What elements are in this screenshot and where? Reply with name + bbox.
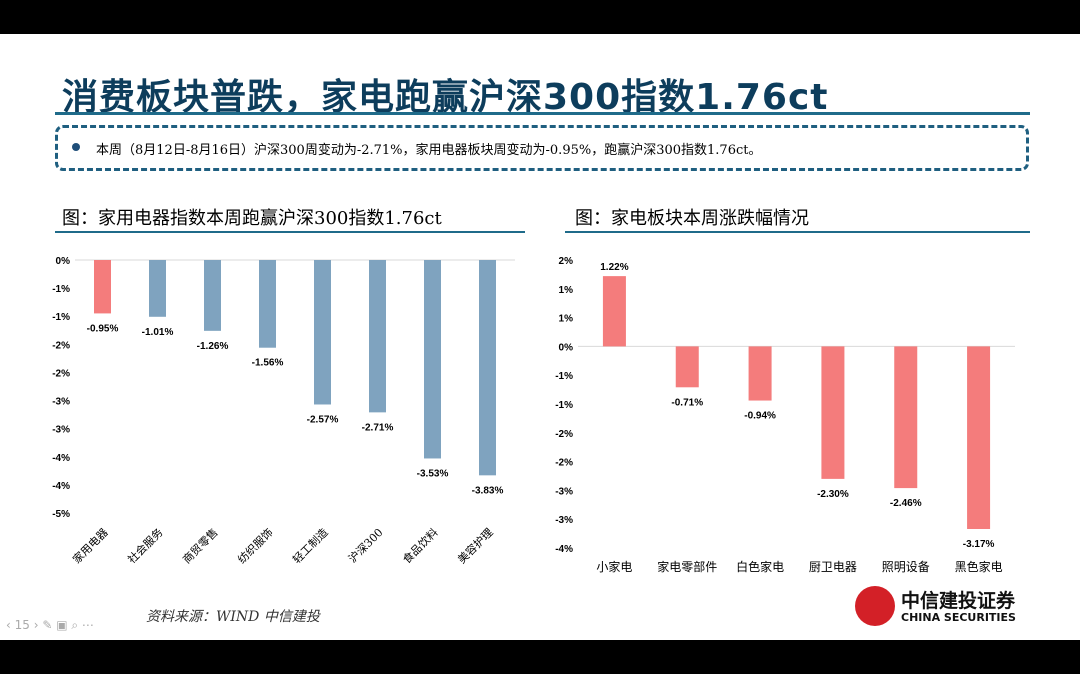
company-logo: 中信建投证券 CHINA SECURITIES bbox=[855, 586, 1035, 630]
y-tick-label: -3% bbox=[555, 486, 573, 497]
y-tick-label: -2% bbox=[52, 368, 70, 379]
data-label: -2.71% bbox=[362, 422, 394, 433]
right-chart-title: 图：家电板块本周涨跌幅情况 bbox=[575, 208, 809, 229]
x-tick-label: 沪深300 bbox=[345, 525, 385, 565]
bar bbox=[94, 260, 111, 314]
x-tick-label: 食品饮料 bbox=[400, 525, 441, 566]
x-tick-label: 小家电 bbox=[596, 559, 632, 574]
page-number: 15 bbox=[14, 618, 30, 632]
data-label: -1.56% bbox=[252, 358, 284, 369]
data-label: -2.57% bbox=[307, 414, 339, 425]
x-tick-label: 社会服务 bbox=[125, 525, 166, 566]
bar bbox=[602, 276, 626, 347]
bar bbox=[479, 260, 496, 476]
y-tick-label: 0% bbox=[56, 256, 71, 267]
y-tick-label: -2% bbox=[555, 429, 573, 440]
y-tick-label: -2% bbox=[52, 340, 70, 351]
data-label: -1.01% bbox=[142, 327, 174, 338]
data-label: -0.71% bbox=[671, 397, 703, 408]
y-tick-label: -1% bbox=[52, 312, 70, 323]
bar bbox=[894, 346, 918, 489]
logo-cn: 中信建投证券 bbox=[901, 590, 1016, 612]
data-label: -1.26% bbox=[197, 341, 229, 352]
y-tick-label: -3% bbox=[52, 397, 70, 408]
summary-text: 本周（8月12日-8月16日）沪深300周变动为-2.71%，家用电器板块周变动… bbox=[96, 143, 762, 158]
data-label: -2.46% bbox=[890, 498, 922, 509]
right-chart-title-line bbox=[565, 231, 1030, 233]
y-tick-label: -5% bbox=[52, 509, 70, 520]
data-label: -0.94% bbox=[744, 411, 776, 422]
y-tick-label: -1% bbox=[52, 284, 70, 295]
bar bbox=[967, 346, 991, 529]
data-label: -3.53% bbox=[417, 468, 449, 479]
bullet-icon bbox=[72, 143, 80, 151]
data-label: -3.83% bbox=[472, 485, 504, 496]
y-tick-label: -1% bbox=[555, 400, 573, 411]
bar bbox=[149, 260, 166, 317]
y-tick-label: -3% bbox=[555, 515, 573, 526]
left-chart-title: 图：家用电器指数本周跑赢沪深300指数1.76ct bbox=[62, 208, 442, 229]
y-tick-label: -4% bbox=[52, 481, 70, 492]
x-tick-label: 家电零部件 bbox=[657, 559, 717, 574]
bar bbox=[675, 346, 699, 388]
left-chart-title-line bbox=[55, 231, 525, 233]
y-tick-label: -1% bbox=[555, 371, 573, 382]
y-tick-label: 1% bbox=[559, 314, 574, 325]
x-tick-label: 家用电器 bbox=[70, 525, 111, 566]
y-tick-label: -3% bbox=[52, 425, 70, 436]
logo-mark-icon bbox=[855, 586, 895, 626]
x-tick-label: 黑色家电 bbox=[955, 559, 1003, 574]
slide-title: 消费板块普跌，家电跑赢沪深300指数1.76ct bbox=[62, 77, 829, 118]
data-label: -0.95% bbox=[87, 323, 119, 334]
y-tick-label: -4% bbox=[52, 453, 70, 464]
logo-en: CHINA SECURITIES bbox=[901, 611, 1016, 624]
bar bbox=[748, 346, 772, 401]
bar bbox=[204, 260, 221, 331]
data-label: -3.17% bbox=[963, 539, 995, 550]
page-controls[interactable]: ‹ 15 › ✎ ▣ ⌕ ⋯ bbox=[6, 618, 94, 632]
x-tick-label: 美容护理 bbox=[455, 525, 496, 566]
bar bbox=[424, 260, 441, 459]
x-tick-label: 照明设备 bbox=[882, 560, 930, 574]
x-tick-label: 轻工制造 bbox=[290, 525, 331, 566]
y-tick-label: -2% bbox=[555, 458, 573, 469]
slide: 消费板块普跌，家电跑赢沪深300指数1.76ct 本周（8月12日-8月16日）… bbox=[0, 34, 1080, 640]
summary-box: 本周（8月12日-8月16日）沪深300周变动为-2.71%，家用电器板块周变动… bbox=[55, 125, 1029, 171]
x-tick-label: 纺织服饰 bbox=[235, 525, 276, 566]
data-label: -2.30% bbox=[817, 489, 849, 500]
y-tick-label: 1% bbox=[559, 285, 574, 296]
x-tick-label: 厨卫电器 bbox=[809, 560, 857, 574]
y-tick-label: -4% bbox=[555, 544, 573, 555]
bar bbox=[259, 260, 276, 348]
x-tick-label: 白色家电 bbox=[736, 559, 784, 574]
y-tick-label: 2% bbox=[559, 256, 574, 267]
title-underline bbox=[55, 112, 1030, 115]
bar bbox=[314, 260, 331, 405]
data-label: 1.22% bbox=[600, 262, 628, 273]
bar bbox=[369, 260, 386, 413]
y-tick-label: 0% bbox=[559, 342, 574, 353]
bar bbox=[821, 346, 845, 479]
source-note: 资料来源：WIND 中信建投 bbox=[146, 609, 320, 625]
x-tick-label: 商贸零售 bbox=[180, 525, 221, 566]
